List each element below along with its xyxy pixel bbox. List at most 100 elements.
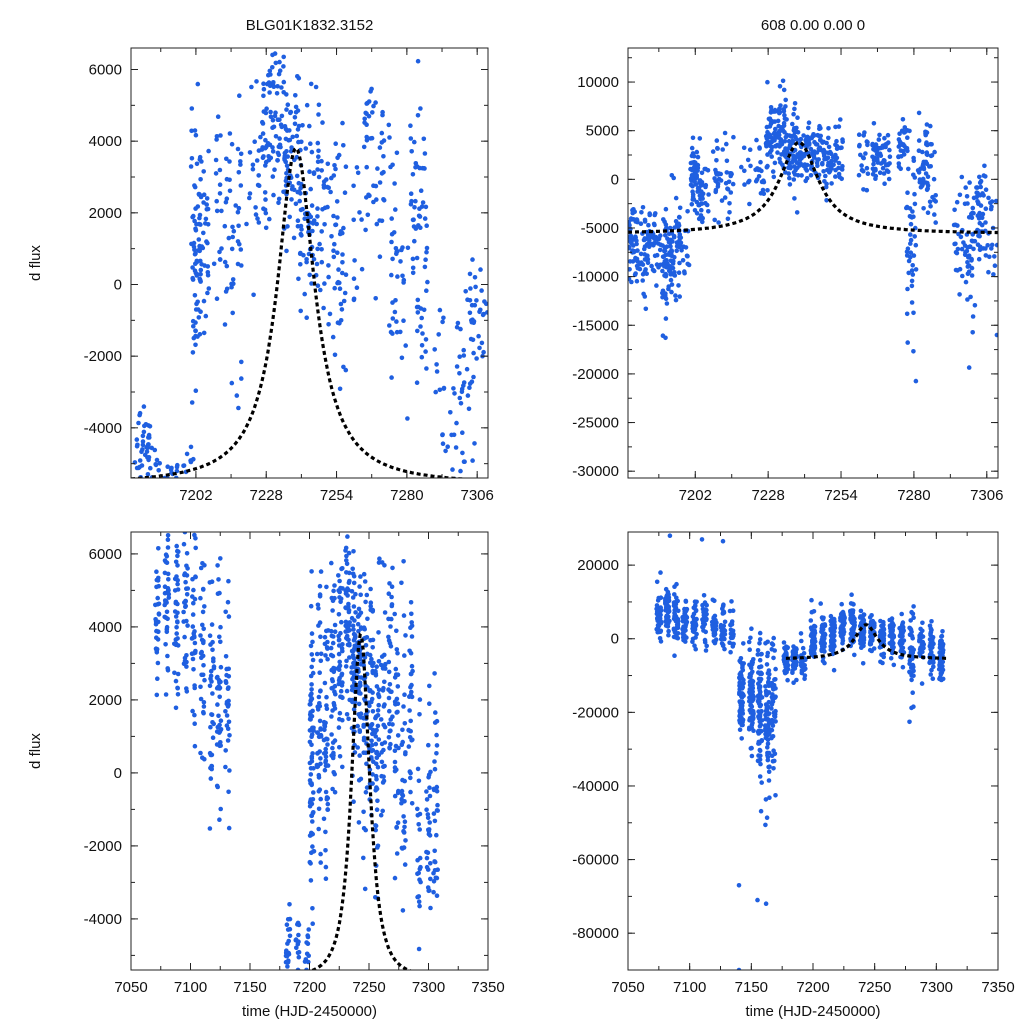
data-point: [916, 110, 922, 116]
data-point: [337, 745, 342, 750]
data-point: [634, 217, 640, 222]
data-point: [330, 786, 335, 792]
data-point: [905, 340, 910, 345]
data-point: [332, 352, 338, 358]
data-point: [704, 607, 709, 613]
data-point: [965, 264, 971, 269]
data-point: [782, 153, 788, 158]
y-tick-label: 2000: [89, 205, 122, 222]
data-point: [157, 461, 162, 466]
y-tick-label: -20000: [572, 366, 619, 383]
data-point: [415, 297, 421, 303]
data-point: [247, 191, 253, 196]
data-point: [889, 616, 895, 621]
data-point: [369, 742, 375, 748]
data-point: [199, 159, 204, 164]
data-point: [662, 273, 667, 278]
data-point: [316, 826, 322, 832]
data-point: [155, 660, 161, 666]
data-point: [470, 458, 475, 463]
data-point: [637, 266, 643, 272]
data-point: [343, 164, 349, 169]
data-point: [782, 139, 788, 144]
data-point: [375, 764, 381, 770]
data-point: [695, 185, 701, 191]
data-point: [254, 79, 259, 84]
data-point: [379, 218, 385, 224]
data-point: [400, 727, 405, 733]
data-point: [331, 248, 336, 253]
data-point: [222, 223, 228, 229]
data-point: [474, 356, 479, 361]
plot-area: [153, 532, 441, 970]
y-tick-label: -5000: [581, 220, 619, 237]
data-point: [478, 267, 483, 272]
data-point: [684, 253, 690, 259]
data-point: [343, 664, 349, 669]
data-point: [236, 205, 242, 211]
data-point: [218, 679, 223, 685]
y-tick-label: 0: [114, 765, 122, 782]
data-point: [778, 103, 783, 108]
data-point: [344, 688, 350, 694]
data-point: [193, 574, 198, 580]
data-point: [777, 110, 782, 116]
data-point: [449, 432, 454, 438]
data-point: [318, 651, 324, 657]
data-point: [453, 445, 459, 450]
data-point: [356, 606, 362, 612]
data-point: [811, 609, 817, 614]
data-point: [326, 274, 331, 280]
data-point: [192, 293, 198, 298]
data-point: [318, 756, 323, 761]
data-point: [338, 318, 344, 323]
data-point: [172, 670, 177, 676]
data-point: [467, 310, 473, 316]
data-point: [227, 188, 233, 194]
data-point: [331, 254, 337, 260]
data-point: [190, 318, 196, 324]
data-point: [667, 533, 673, 538]
data-point: [722, 619, 728, 625]
data-point: [974, 185, 979, 190]
data-point: [890, 647, 895, 652]
data-point: [310, 921, 316, 926]
data-point: [763, 901, 769, 906]
data-point: [393, 207, 398, 212]
data-point: [718, 624, 724, 630]
data-point: [769, 641, 775, 646]
data-point: [175, 587, 181, 592]
data-point: [296, 922, 302, 928]
data-point: [165, 653, 170, 659]
data-point: [189, 400, 195, 405]
data-point: [338, 596, 344, 602]
data-point: [771, 174, 777, 180]
data-point: [227, 159, 232, 164]
data-point: [437, 387, 443, 393]
data-point: [194, 259, 200, 265]
y-axis-label: d flux: [27, 245, 44, 281]
data-point: [776, 135, 781, 140]
data-point: [323, 653, 328, 658]
data-point: [328, 652, 334, 658]
data-point: [409, 663, 415, 669]
data-point: [748, 635, 753, 641]
data-point: [273, 134, 279, 139]
data-point: [715, 184, 721, 189]
data-point: [293, 104, 299, 110]
data-point: [184, 551, 190, 556]
data-point: [266, 154, 271, 159]
data-point: [633, 271, 638, 276]
data-point: [277, 142, 283, 148]
data-point: [323, 864, 329, 870]
data-point: [975, 213, 981, 218]
data-point: [293, 93, 298, 98]
data-point: [370, 709, 376, 714]
data-point: [911, 615, 916, 620]
data-point: [361, 625, 367, 630]
data-point: [668, 265, 674, 270]
data-point: [839, 176, 844, 182]
data-point: [423, 349, 428, 354]
data-point: [338, 301, 344, 307]
data-point: [418, 106, 423, 111]
